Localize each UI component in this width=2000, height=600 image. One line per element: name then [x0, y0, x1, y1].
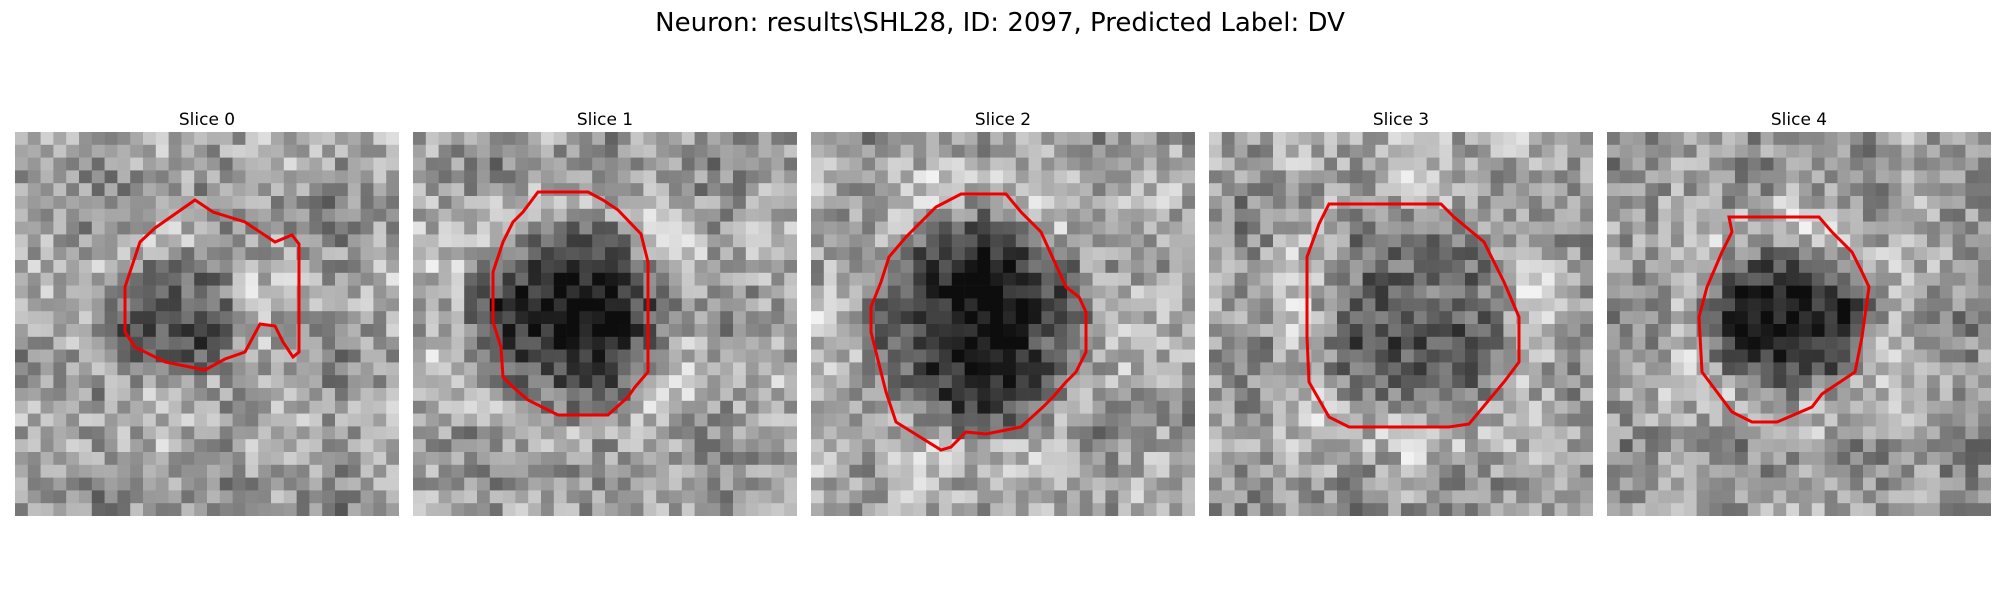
slice-image-0 — [15, 132, 399, 516]
slice-image-4 — [1607, 132, 1991, 516]
slice-image-1 — [413, 132, 797, 516]
slice-image-3 — [1209, 132, 1593, 516]
slice-title: Slice 3 — [1209, 108, 1593, 132]
figure-title: Neuron: results\SHL28, ID: 2097, Predict… — [0, 8, 2000, 38]
slice-panel-1: Slice 1 — [413, 108, 797, 516]
slice-panel-0: Slice 0 — [15, 108, 399, 516]
slice-title: Slice 1 — [413, 108, 797, 132]
slice-panel-2: Slice 2 — [811, 108, 1195, 516]
slice-title: Slice 4 — [1607, 108, 1991, 132]
slice-title: Slice 2 — [811, 108, 1195, 132]
slice-title: Slice 0 — [15, 108, 399, 132]
slice-image-2 — [811, 132, 1195, 516]
slice-panel-3: Slice 3 — [1209, 108, 1593, 516]
slice-panel-4: Slice 4 — [1607, 108, 1991, 516]
